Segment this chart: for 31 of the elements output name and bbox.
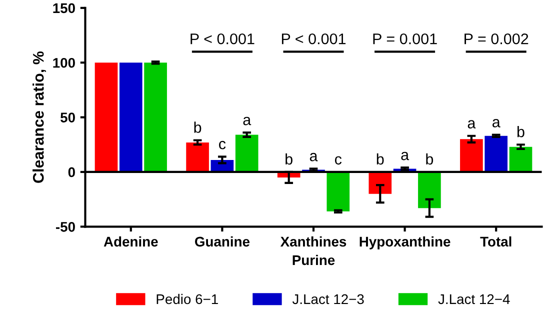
y-tick-label: 50 — [60, 112, 75, 122]
legend-label: J.Lact 12−4 — [438, 294, 510, 304]
data-label: c — [219, 140, 226, 150]
data-label: a — [310, 152, 318, 162]
data-label: b — [194, 122, 202, 133]
x-axis-title: Purine — [292, 254, 335, 266]
y-axis-title: Clearance ratio, % — [32, 51, 46, 183]
legend-label: Pedio 6−1 — [156, 294, 218, 304]
annotation: P = 0.001 — [373, 33, 437, 44]
data-label: a — [468, 120, 476, 128]
y-tick-label: 0 — [68, 167, 75, 178]
y-tick-label: 150 — [53, 3, 75, 14]
annotation: P < 0.001 — [282, 33, 346, 44]
data-label: b — [376, 153, 384, 165]
data-label: c — [334, 156, 342, 165]
y-tick-label: 100 — [53, 58, 75, 68]
data-label: b — [517, 126, 524, 138]
x-tick-label: Hypoxanthine — [360, 236, 450, 250]
annotation: P = 0.002 — [464, 33, 528, 44]
data-label: b — [286, 153, 292, 165]
data-label: a — [401, 152, 410, 160]
x-tick-label: Adenine — [104, 236, 158, 247]
data-label: a — [243, 116, 252, 126]
x-tick-label: Xanthines — [280, 236, 346, 247]
annotation: P < 0.001 — [190, 33, 254, 44]
x-tick-label: Total — [480, 236, 512, 247]
legend-label: J.Lact 12−3 — [292, 294, 364, 304]
data-label: a — [492, 119, 500, 128]
x-tick-label: Guanine — [194, 236, 250, 247]
data-label: b — [426, 153, 434, 165]
y-tick-label: -50 — [56, 222, 75, 232]
